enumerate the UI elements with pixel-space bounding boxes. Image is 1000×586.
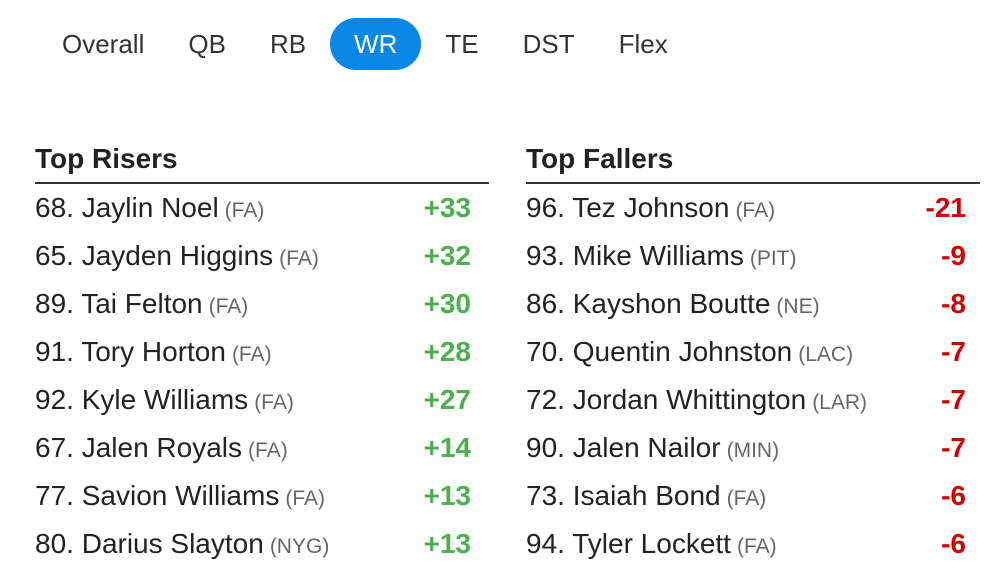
player-name[interactable]: Tyler Lockett bbox=[572, 528, 731, 559]
rank-change: -6 bbox=[941, 480, 966, 511]
tab-dst[interactable]: DST bbox=[522, 29, 575, 59]
player-name[interactable]: Savion Williams bbox=[81, 480, 280, 511]
top-risers-panel: Top Risers 68. Jaylin Noel (FA) +33 65. Ja… bbox=[35, 136, 489, 568]
player-team: (FA) bbox=[231, 343, 272, 366]
player-name[interactable]: Isaiah Bond bbox=[572, 480, 721, 511]
player-rank: 70. bbox=[526, 336, 565, 367]
player-team: (FA) bbox=[208, 295, 249, 318]
player-team: (FA) bbox=[254, 391, 294, 414]
list-item: 89. Tai Felton (FA) +30 bbox=[35, 280, 489, 328]
list-item: 73. Isaiah Bond (FA) -6 bbox=[526, 472, 980, 520]
player-rank: 89. bbox=[35, 288, 74, 319]
list-item: 68. Jaylin Noel (FA) +33 bbox=[35, 184, 489, 232]
rank-change: +27 bbox=[423, 384, 472, 415]
rank-change: -9 bbox=[941, 240, 966, 271]
list-item: 94. Tyler Lockett (FA) -6 bbox=[526, 520, 980, 568]
rank-change: +28 bbox=[423, 336, 472, 367]
player-name[interactable]: Darius Slayton bbox=[81, 528, 264, 559]
player-team: (FA) bbox=[726, 487, 767, 510]
player-name[interactable]: Kyle Williams bbox=[81, 384, 249, 415]
list-item: 70. Quentin Johnston (LAC) -7 bbox=[526, 328, 980, 376]
player-team: (FA) bbox=[285, 487, 325, 510]
top-fallers-panel: Top Fallers 96. Tez Johnson (FA) -21 93. M… bbox=[526, 136, 980, 568]
player-rank: 86. bbox=[526, 288, 565, 319]
list-item: 96. Tez Johnson (FA) -21 bbox=[526, 184, 980, 232]
tab-flex[interactable]: Flex bbox=[618, 29, 668, 59]
top-risers-title: Top Risers bbox=[35, 136, 489, 184]
player-rank: 96. bbox=[526, 192, 565, 223]
player-name[interactable]: Jalen Royals bbox=[81, 432, 243, 463]
player-rank: 65. bbox=[35, 240, 74, 271]
player-rank: 91. bbox=[35, 336, 74, 367]
player-team: (FA) bbox=[279, 247, 319, 270]
player-team: (FA) bbox=[736, 535, 777, 558]
rank-change: -21 bbox=[925, 192, 966, 223]
rank-change: -7 bbox=[941, 384, 966, 415]
rank-change: +13 bbox=[423, 528, 472, 559]
player-name[interactable]: Mike Williams bbox=[572, 240, 744, 271]
player-team: (FA) bbox=[224, 199, 265, 222]
player-rank: 92. bbox=[35, 384, 74, 415]
rank-change: -7 bbox=[941, 432, 966, 463]
tab-overall[interactable]: Overall bbox=[62, 29, 145, 59]
list-item: 77. Savion Williams (FA) +13 bbox=[35, 472, 489, 520]
player-team: (FA) bbox=[248, 439, 288, 462]
list-item: 65. Jayden Higgins (FA) +32 bbox=[35, 232, 489, 280]
rank-change: +32 bbox=[423, 240, 472, 271]
list-item: 80. Darius Slayton (NYG) +13 bbox=[35, 520, 489, 568]
list-item: 67. Jalen Royals (FA) +14 bbox=[35, 424, 489, 472]
player-name[interactable]: Jalen Nailor bbox=[572, 432, 721, 463]
player-rank: 93. bbox=[526, 240, 565, 271]
position-tabs: Overall QB RB WR TE DST Flex bbox=[42, 18, 692, 70]
player-team: (PIT) bbox=[749, 247, 797, 270]
player-team: (LAC) bbox=[798, 343, 854, 366]
list-item: 72. Jordan Whittington (LAR) -7 bbox=[526, 376, 980, 424]
list-item: 92. Kyle Williams (FA) +27 bbox=[35, 376, 489, 424]
player-name[interactable]: Kayshon Boutte bbox=[572, 288, 771, 319]
rank-change: +30 bbox=[423, 288, 472, 319]
fallers-list: 96. Tez Johnson (FA) -21 93. Mike Williams… bbox=[526, 184, 980, 568]
rank-change: +13 bbox=[423, 480, 472, 511]
top-fallers-title: Top Fallers bbox=[526, 136, 980, 184]
player-team: (NYG) bbox=[269, 535, 330, 558]
player-name[interactable]: Jordan Whittington bbox=[572, 384, 807, 415]
player-name[interactable]: Tai Felton bbox=[81, 288, 203, 319]
player-team: (FA) bbox=[735, 199, 776, 222]
player-name[interactable]: Jaylin Noel bbox=[81, 192, 219, 223]
tab-te[interactable]: TE bbox=[445, 29, 479, 59]
risers-list: 68. Jaylin Noel (FA) +33 65. Jayden Higgin… bbox=[35, 184, 489, 568]
tab-rb[interactable]: RB bbox=[269, 29, 307, 59]
player-team: (NE) bbox=[776, 295, 820, 318]
list-item: 90. Jalen Nailor (MIN) -7 bbox=[526, 424, 980, 472]
rank-change: -7 bbox=[941, 336, 966, 367]
rank-change: +14 bbox=[423, 432, 472, 463]
tab-wr[interactable]: WR bbox=[330, 18, 422, 70]
list-item: 93. Mike Williams (PIT) -9 bbox=[526, 232, 980, 280]
player-rank: 72. bbox=[526, 384, 565, 415]
player-rank: 68. bbox=[35, 192, 74, 223]
rank-change: -6 bbox=[941, 528, 966, 559]
player-rank: 94. bbox=[526, 528, 565, 559]
player-rank: 77. bbox=[35, 480, 74, 511]
player-rank: 80. bbox=[35, 528, 74, 559]
player-rank: 67. bbox=[35, 432, 74, 463]
rank-change: -8 bbox=[941, 288, 966, 319]
rank-change: +33 bbox=[423, 192, 472, 223]
player-name[interactable]: Jayden Higgins bbox=[81, 240, 274, 271]
list-item: 86. Kayshon Boutte (NE) -8 bbox=[526, 280, 980, 328]
tab-qb[interactable]: QB bbox=[188, 29, 226, 59]
player-name[interactable]: Tory Horton bbox=[81, 336, 226, 367]
player-rank: 73. bbox=[526, 480, 565, 511]
player-rank: 90. bbox=[526, 432, 565, 463]
list-item: 91. Tory Horton (FA) +28 bbox=[35, 328, 489, 376]
player-team: (MIN) bbox=[726, 439, 780, 462]
player-name[interactable]: Quentin Johnston bbox=[572, 336, 793, 367]
player-team: (LAR) bbox=[812, 391, 868, 414]
player-name[interactable]: Tez Johnson bbox=[572, 192, 730, 223]
